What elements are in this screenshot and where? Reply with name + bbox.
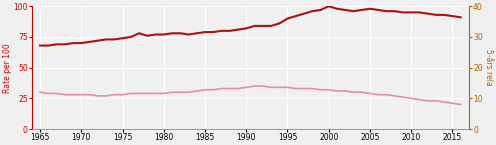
Y-axis label: Rate per 100: Rate per 100 [3, 43, 12, 93]
Y-axis label: 5-års rela: 5-års rela [484, 49, 493, 86]
